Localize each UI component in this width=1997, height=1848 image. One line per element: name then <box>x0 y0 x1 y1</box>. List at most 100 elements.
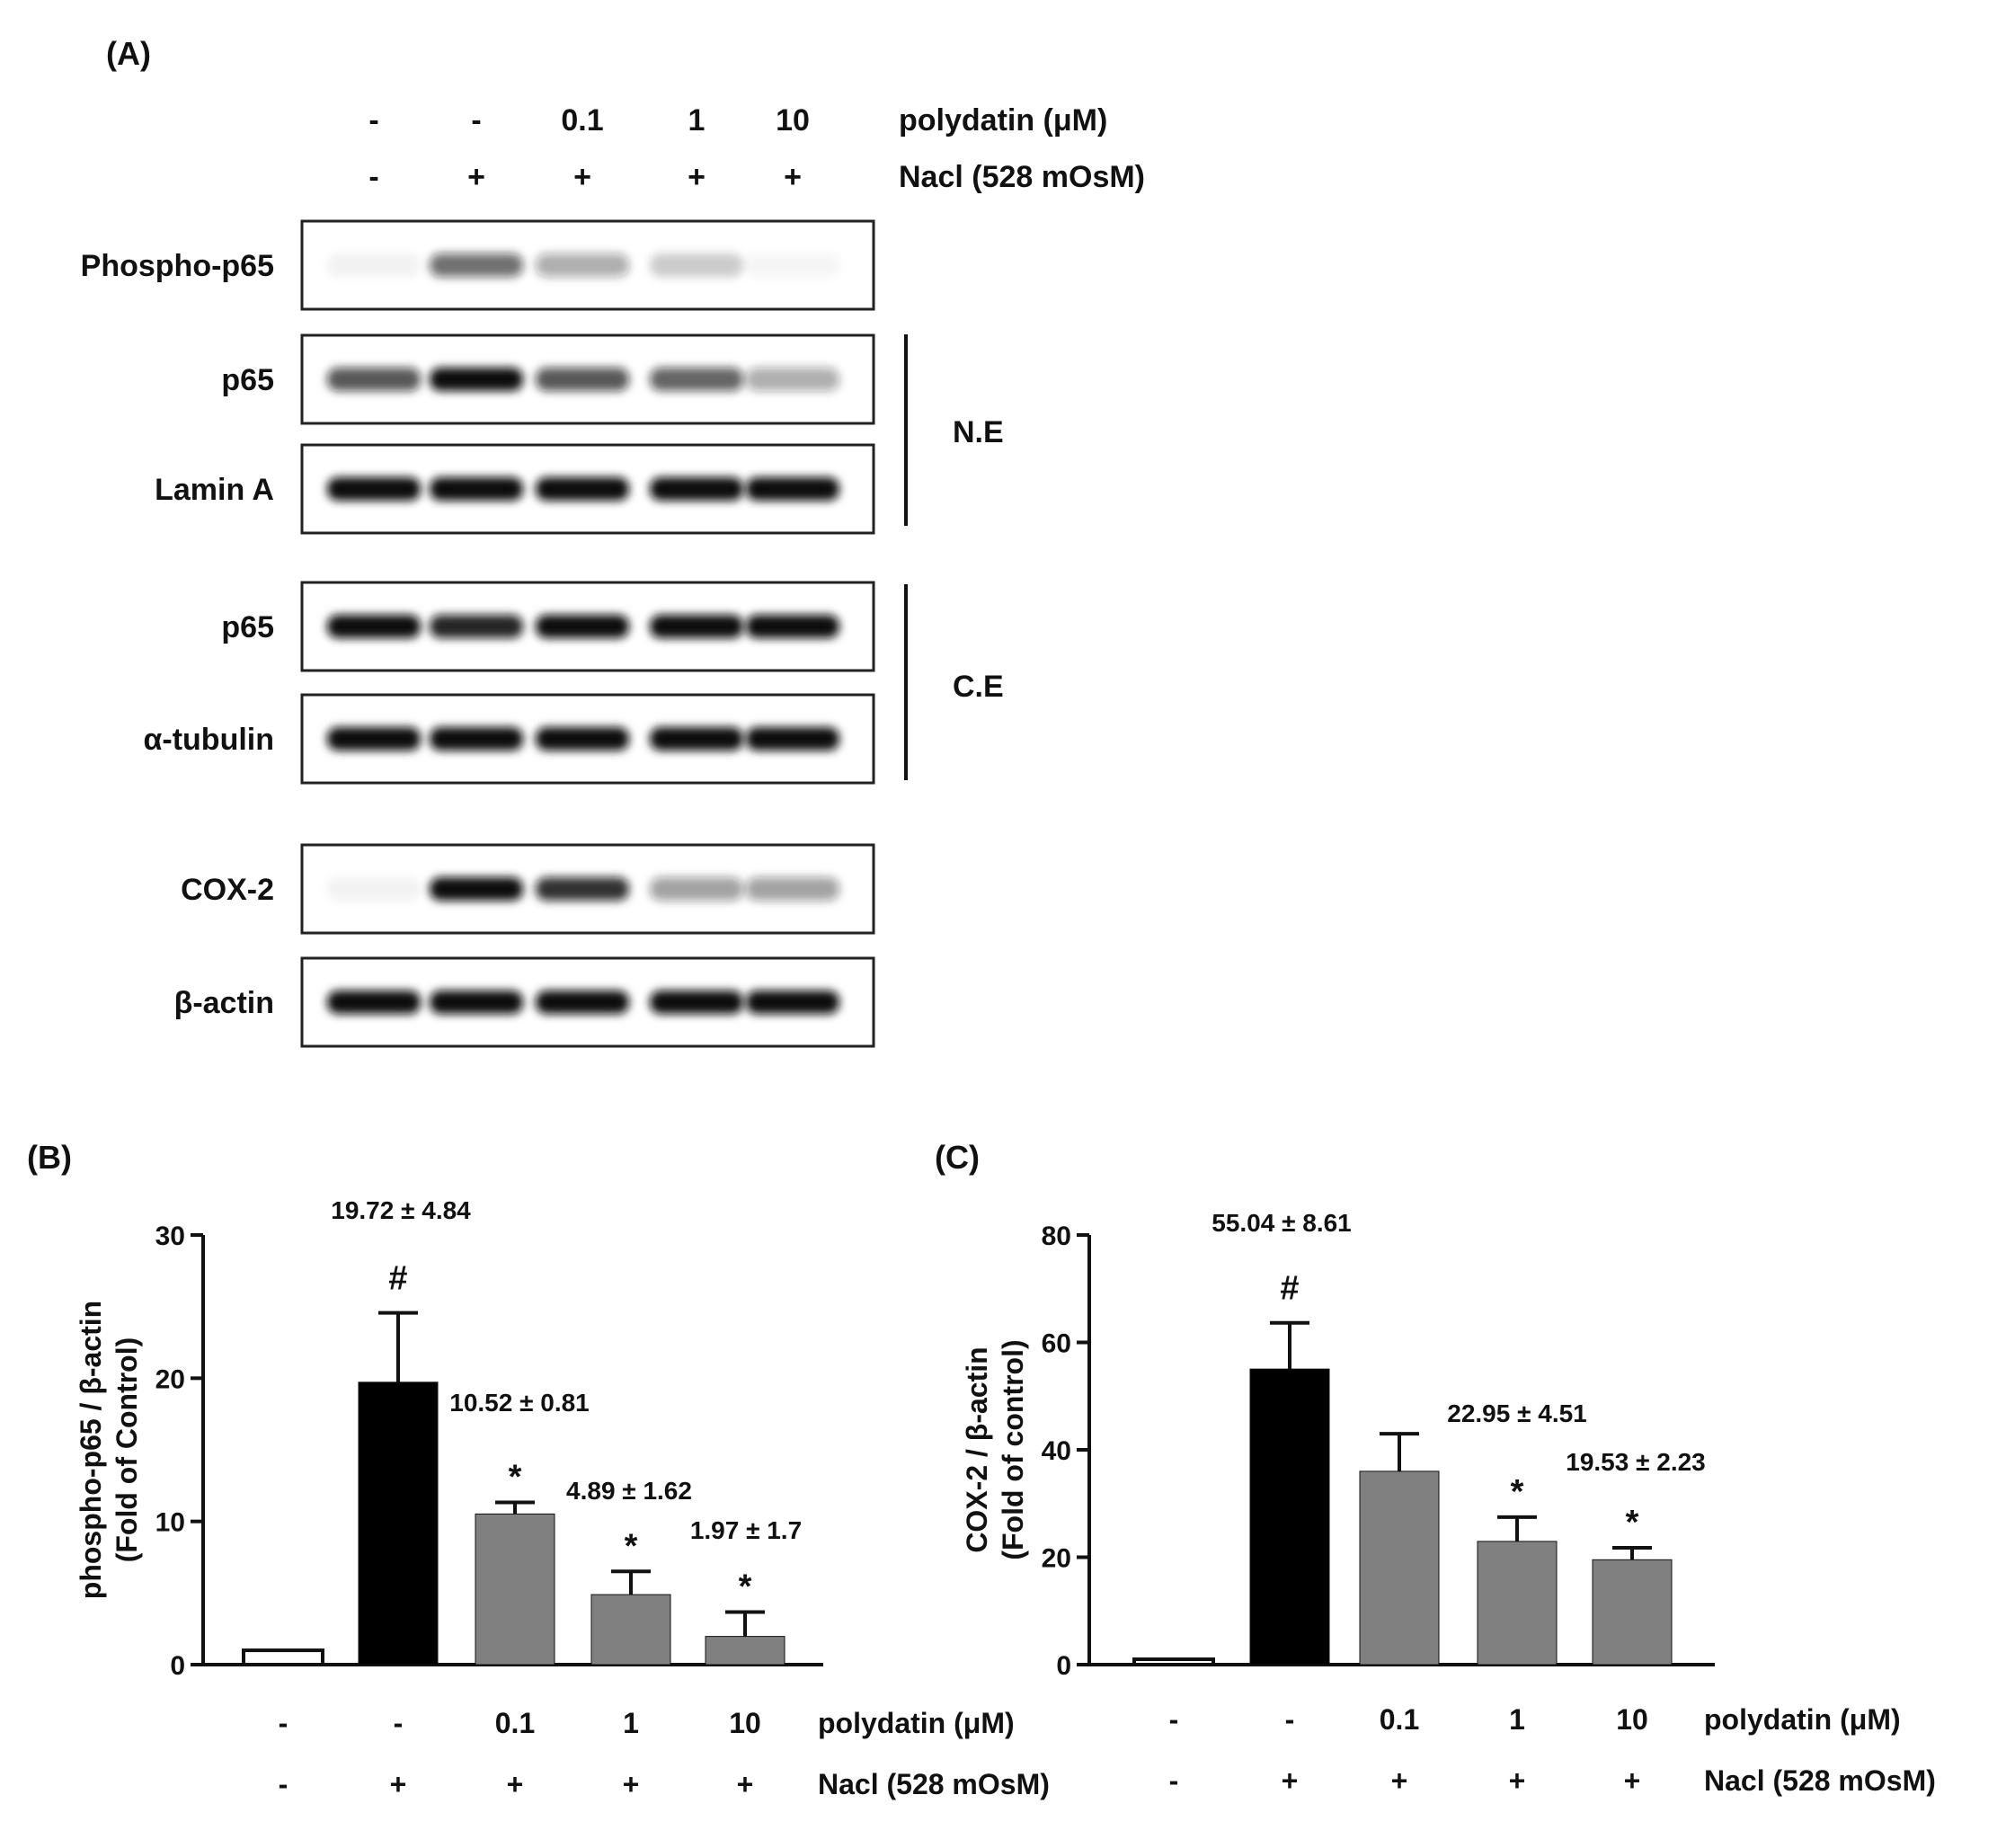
bar <box>590 1594 671 1666</box>
blot-band <box>536 991 629 1014</box>
blot-band <box>430 615 523 638</box>
panel-a: (A) - - 0.1 1 10 polydatin (μM) - + + + + Nacl (528… <box>81 35 1145 1048</box>
significance-marker: * <box>509 1458 522 1496</box>
blot-band <box>536 727 629 751</box>
header-label: polydatin (μM) <box>899 103 1107 138</box>
chart-c: (C) 0 20 40 60 80 COX-2 / β-actin (Fold of cont… <box>935 1139 1936 1797</box>
header-value: 0.1 <box>561 103 603 138</box>
y-tick-label: 0 <box>170 1651 185 1681</box>
condition-label: polydatin (μM) <box>1704 1703 1901 1736</box>
header-value: - <box>368 160 378 194</box>
condition-value: - <box>1169 1764 1179 1797</box>
blot-band <box>430 877 523 901</box>
condition-value: + <box>1624 1764 1641 1797</box>
blot-band <box>650 727 743 751</box>
condition-value: - <box>394 1707 404 1739</box>
condition-value: 0.1 <box>1380 1703 1419 1736</box>
y-tick-label: 10 <box>155 1508 185 1538</box>
blot-band <box>746 877 839 901</box>
blot-band <box>650 253 743 277</box>
bar <box>1477 1541 1558 1666</box>
blot-band <box>650 368 743 391</box>
group-ce: C.E <box>904 584 1004 780</box>
blot-band <box>650 615 743 638</box>
blot-band <box>650 877 743 901</box>
y-tick-label: 20 <box>155 1364 185 1394</box>
condition-label: Nacl (528 mOsM) <box>1704 1764 1936 1797</box>
condition-value: - <box>1285 1703 1295 1736</box>
panel-label: (C) <box>935 1139 980 1176</box>
significance-marker: * <box>1626 1504 1639 1541</box>
condition-value: + <box>623 1768 640 1800</box>
condition-value: + <box>507 1768 524 1800</box>
condition-label: polydatin (μM) <box>818 1707 1015 1739</box>
condition-value: 10 <box>729 1707 761 1739</box>
significance-marker: # <box>1280 1270 1299 1308</box>
significance-marker: * <box>625 1527 638 1565</box>
bar <box>1249 1368 1330 1666</box>
blot-band <box>746 991 839 1014</box>
y-tick-label: 60 <box>1042 1329 1071 1359</box>
blot-band <box>327 615 421 638</box>
blot-label: Phospho-p65 <box>81 249 274 283</box>
header-value: + <box>467 160 485 194</box>
blot-band <box>746 727 839 751</box>
blot-band <box>650 477 743 501</box>
blot-band <box>536 368 629 391</box>
condition-value: 1 <box>623 1707 639 1739</box>
blot-band <box>746 253 839 277</box>
blot-band <box>430 253 523 277</box>
data-label: 55.04 ± 8.61 <box>1212 1209 1352 1237</box>
panel-a-label: (A) <box>106 35 151 72</box>
panel-a-blots: Phospho-p65 p65 Lamin A p65 α-tubulin COX-2 β-… <box>81 219 875 1048</box>
condition-value: - <box>279 1768 288 1800</box>
blot-band <box>650 991 743 1014</box>
blot-band <box>536 477 629 501</box>
data-label: 22.95 ± 4.51 <box>1447 1399 1587 1427</box>
significance-marker: * <box>739 1568 752 1606</box>
group-ne: N.E <box>904 334 1004 526</box>
condition-value: - <box>1169 1703 1179 1736</box>
blot-band <box>746 368 839 391</box>
blot-band <box>327 727 421 751</box>
y-tick-label: 20 <box>1042 1544 1071 1574</box>
condition-value: 1 <box>1509 1703 1525 1736</box>
y-tick-label: 30 <box>155 1222 185 1251</box>
blot-band <box>327 477 421 501</box>
data-label: 1.97 ± 1.7 <box>690 1516 802 1544</box>
condition-value: + <box>390 1768 407 1800</box>
bar <box>1592 1559 1673 1666</box>
panel-label: (B) <box>27 1139 72 1176</box>
bar <box>475 1513 555 1666</box>
header-value: + <box>784 160 802 194</box>
y-axis-label: COX-2 / β-actin <box>961 1346 993 1552</box>
blot-label: α-tubulin <box>143 723 274 757</box>
data-label: 10.52 ± 0.81 <box>449 1389 590 1417</box>
header-value: 10 <box>776 103 810 138</box>
header-value: 1 <box>688 103 706 138</box>
panel-a-header-rows: - - 0.1 1 10 polydatin (μM) - + + + + Nacl (528 mOs… <box>368 103 1145 194</box>
condition-label: Nacl (528 mOsM) <box>818 1768 1050 1800</box>
group-ne-label: N.E <box>953 415 1004 449</box>
blot-band <box>746 615 839 638</box>
y-axis-label: phospho-p65 / β-actin <box>75 1301 107 1599</box>
blot-band <box>536 253 629 277</box>
y-axis-label-2: (Fold of control) <box>997 1339 1029 1559</box>
bar <box>705 1636 785 1666</box>
header-value: + <box>688 160 706 194</box>
blot-band <box>327 991 421 1014</box>
header-value: - <box>471 103 481 138</box>
header-value: + <box>573 160 591 194</box>
bar <box>1359 1470 1440 1666</box>
blot-band <box>430 477 523 501</box>
bar <box>1132 1657 1215 1667</box>
condition-value: + <box>1391 1764 1408 1797</box>
data-label: 4.89 ± 1.62 <box>566 1477 692 1505</box>
significance-marker: * <box>1511 1473 1524 1511</box>
blot-band <box>327 368 421 391</box>
condition-value: + <box>1282 1764 1299 1797</box>
blot-band <box>327 253 421 277</box>
data-label: 19.72 ± 4.84 <box>331 1196 471 1224</box>
blot-label: Lamin A <box>155 473 274 507</box>
bar <box>242 1648 324 1666</box>
